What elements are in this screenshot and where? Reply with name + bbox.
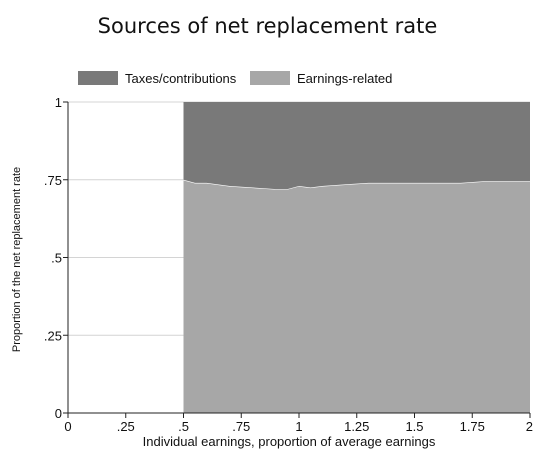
- legend-label-taxes-contributions: Taxes/contributions: [125, 71, 237, 86]
- x-tick-label: 1.25: [344, 419, 369, 434]
- legend: Taxes/contributions Earnings-related: [78, 71, 392, 86]
- x-tick-label: 1.5: [405, 419, 423, 434]
- x-tick-label: .75: [232, 419, 250, 434]
- y-tick-label: .75: [44, 173, 62, 188]
- x-tick-label: .25: [117, 419, 135, 434]
- legend-swatch-earnings-related: [250, 71, 290, 85]
- x-tick-label: 1: [295, 419, 302, 434]
- y-tick-label: .5: [51, 251, 62, 266]
- chart-title: Sources of net replacement rate: [97, 14, 438, 38]
- y-axis-title: Proportion of the net replacement rate: [11, 167, 23, 352]
- axes: 0 .25 .5 .75 1 0 .25 .5 .75 1 1.25 1.5 1.75 2 Individu…: [11, 95, 533, 449]
- x-tick-label: .5: [178, 419, 189, 434]
- y-tick-label: .25: [44, 328, 62, 343]
- x-tick-label: 2: [526, 419, 533, 434]
- area-series: [183, 102, 530, 413]
- x-tick-label: 1.75: [460, 419, 485, 434]
- y-tick-label: 0: [55, 406, 62, 421]
- area-earnings-related: [183, 179, 530, 413]
- legend-label-earnings-related: Earnings-related: [297, 71, 392, 86]
- legend-swatch-taxes-contributions: [78, 71, 118, 85]
- y-tick-label: 1: [55, 95, 62, 110]
- x-tick-label: 0: [64, 419, 71, 434]
- x-axis-title: Individual earnings, proportion of avera…: [143, 434, 436, 449]
- area-taxes-contributions: [183, 102, 530, 190]
